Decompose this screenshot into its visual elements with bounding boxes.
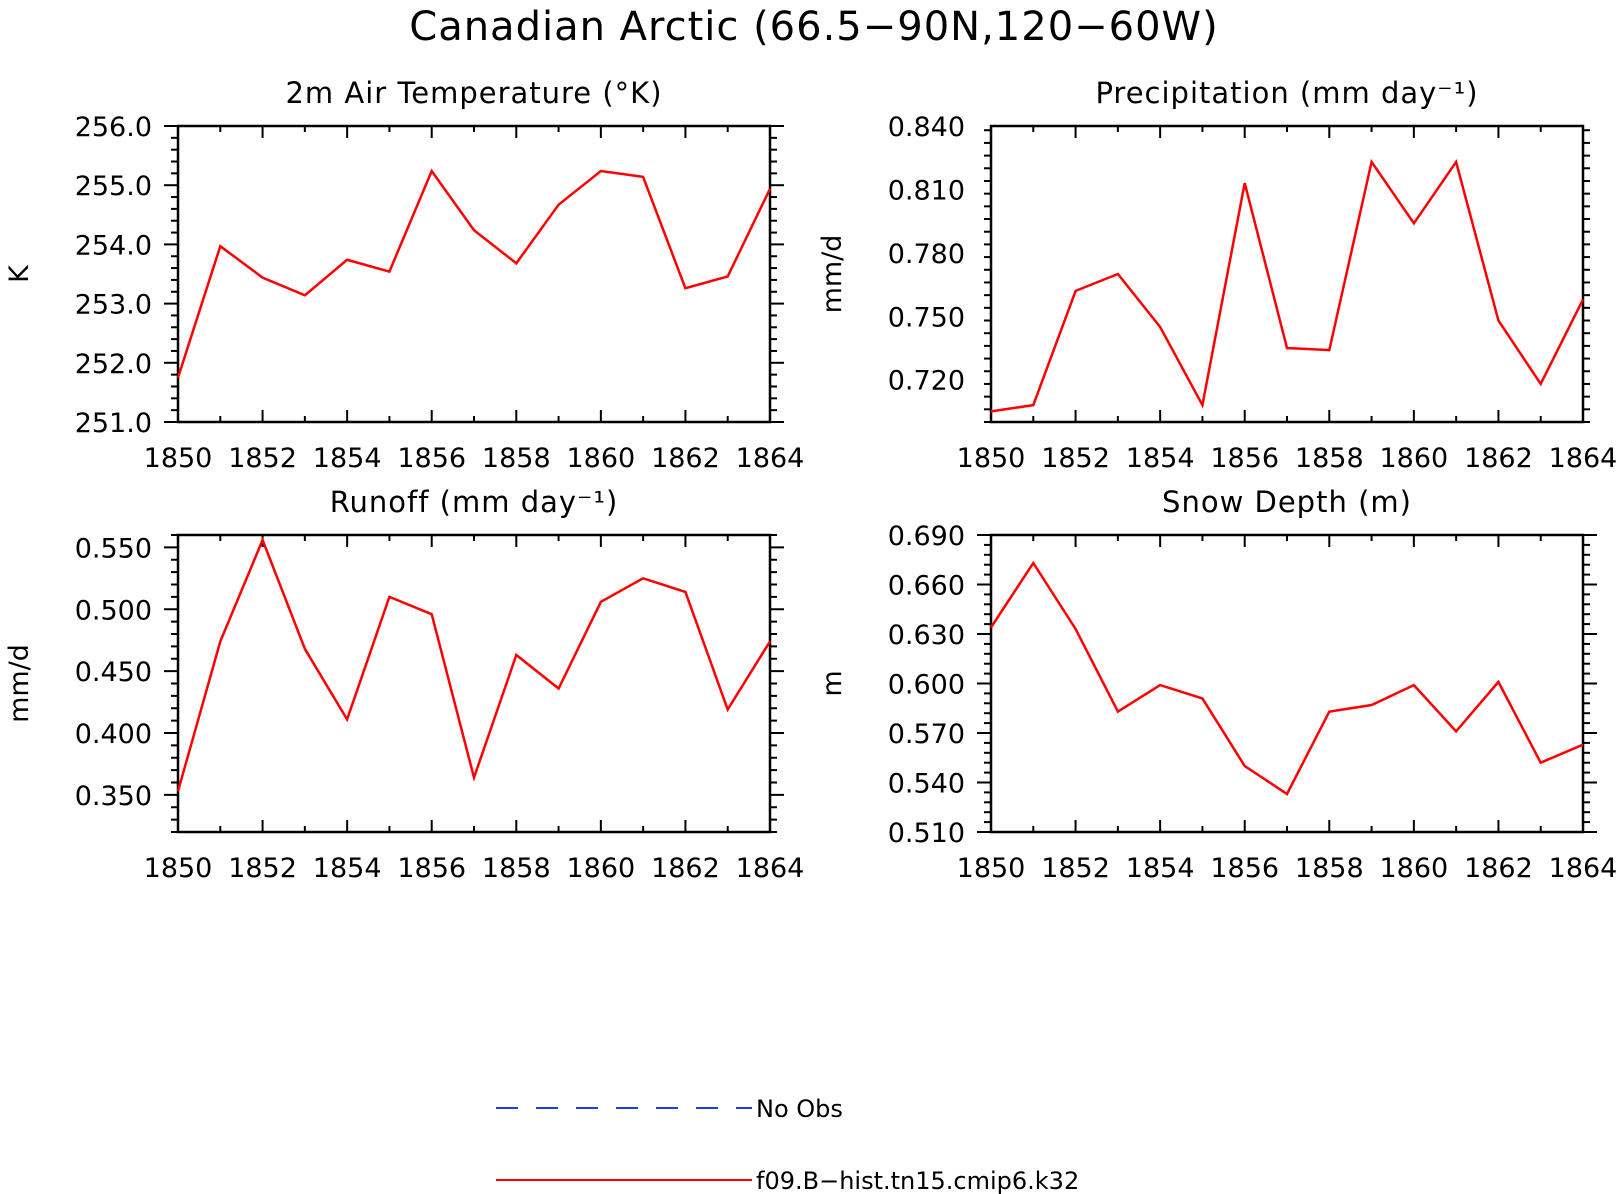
y-tick-label: 0.750 xyxy=(888,302,965,333)
x-tick-label: 1864 xyxy=(736,443,805,474)
x-tick-label: 1862 xyxy=(1464,853,1533,884)
series-line xyxy=(990,158,1585,413)
y-tick-label: 0.660 xyxy=(888,571,965,602)
x-tick-label: 1850 xyxy=(144,443,213,474)
y-tick-label: 0.840 xyxy=(888,112,965,143)
y-axis-label: K xyxy=(4,264,35,283)
x-tick-label: 1858 xyxy=(482,443,551,474)
legend-label: No Obs xyxy=(756,1095,843,1123)
plot-frame xyxy=(989,124,1585,424)
y-tick-label: 0.720 xyxy=(888,366,965,397)
y-axis-label: m xyxy=(817,670,848,696)
y-tick-label: 255.0 xyxy=(75,171,152,202)
x-tick-label: 1858 xyxy=(1295,853,1364,884)
x-tick-label: 1864 xyxy=(736,853,805,884)
y-tick-label: 252.0 xyxy=(75,349,152,380)
legend-item: f09.B−hist.tn15.cmip6.k32 xyxy=(496,1167,1079,1194)
panel-runoff: Runoff (mm day⁻¹) mm/d 1850 1852 1854 1856 185… xyxy=(4,485,804,884)
panel-title: 2m Air Temperature (°K) xyxy=(285,76,662,110)
y-tick-label: 0.600 xyxy=(888,670,965,701)
x-tick-label: 1864 xyxy=(1549,443,1618,474)
x-tick-label: 1856 xyxy=(397,443,466,474)
x-tick-label: 1850 xyxy=(957,443,1026,474)
y-tick-label: 0.350 xyxy=(75,781,152,812)
y-tick-label: 0.690 xyxy=(888,521,965,552)
panel-title: Precipitation (mm day⁻¹) xyxy=(1095,76,1478,110)
x-tick-label: 1858 xyxy=(482,853,551,884)
x-tick-label: 1854 xyxy=(313,853,382,884)
x-tick-label: 1854 xyxy=(1126,443,1195,474)
x-tick-label: 1856 xyxy=(1210,853,1279,884)
x-tick-label: 1862 xyxy=(1464,443,1533,474)
series-line xyxy=(989,560,1584,796)
panels: 2m Air Temperature (°K) K 1850 1852 1854 1856… xyxy=(4,76,1617,884)
x-tick-label: 1854 xyxy=(1126,853,1195,884)
x-tick-label: 1862 xyxy=(651,853,720,884)
x-tick-label: 1860 xyxy=(1379,443,1448,474)
panel-air-temp: 2m Air Temperature (°K) K 1850 1852 1854 1856… xyxy=(4,76,804,474)
plot-frame xyxy=(176,533,772,834)
y-tick-label: 0.550 xyxy=(75,533,152,564)
panel-precip: Precipitation (mm day⁻¹) mm/d 1850 1852 1854… xyxy=(817,76,1617,474)
panel-title: Snow Depth (m) xyxy=(1162,485,1412,519)
y-tick-label: 0.500 xyxy=(75,595,152,626)
series-line xyxy=(176,168,772,378)
x-tick-label: 1852 xyxy=(1041,853,1110,884)
plot-frame xyxy=(989,533,1585,834)
y-tick-label: 0.570 xyxy=(888,719,965,750)
x-tick-label: 1852 xyxy=(228,853,297,884)
x-tick-label: 1852 xyxy=(228,443,297,474)
x-tick-label: 1856 xyxy=(1210,443,1279,474)
x-tick-label: 1864 xyxy=(1549,853,1618,884)
x-tick-label: 1858 xyxy=(1295,443,1364,474)
y-tick-label: 0.540 xyxy=(888,769,965,800)
y-axis-label: mm/d xyxy=(4,644,35,723)
y-tick-label: 251.0 xyxy=(75,408,152,439)
x-tick-label: 1852 xyxy=(1041,443,1110,474)
x-tick-label: 1860 xyxy=(566,853,635,884)
x-tick-label: 1856 xyxy=(397,853,466,884)
legend: No Obs f09.B−hist.tn15.cmip6.k32 xyxy=(496,1095,1079,1194)
y-axis-label: mm/d xyxy=(817,235,848,314)
x-tick-label: 1850 xyxy=(144,853,213,884)
panel-snow-depth: Snow Depth (m) m 1850 1852 1854 1856 1858 1860 1… xyxy=(817,485,1617,884)
panel-title: Runoff (mm day⁻¹) xyxy=(330,485,619,519)
series-line xyxy=(176,536,772,792)
y-tick-label: 0.780 xyxy=(888,239,965,270)
y-tick-label: 0.630 xyxy=(888,620,965,651)
y-tick-label: 256.0 xyxy=(75,112,152,143)
figure-title: Canadian Arctic (66.5−90N,120−60W) xyxy=(409,4,1218,50)
legend-item: No Obs xyxy=(496,1095,843,1123)
x-tick-label: 1850 xyxy=(957,853,1026,884)
x-tick-label: 1860 xyxy=(566,443,635,474)
y-tick-label: 0.450 xyxy=(75,657,152,688)
y-tick-label: 0.810 xyxy=(888,175,965,206)
y-tick-label: 0.510 xyxy=(888,818,965,849)
y-tick-label: 253.0 xyxy=(75,290,152,321)
x-tick-label: 1860 xyxy=(1379,853,1448,884)
legend-label: f09.B−hist.tn15.cmip6.k32 xyxy=(756,1167,1079,1194)
y-tick-label: 254.0 xyxy=(75,230,152,261)
x-tick-label: 1854 xyxy=(313,443,382,474)
x-tick-label: 1862 xyxy=(651,443,720,474)
y-tick-label: 0.400 xyxy=(75,719,152,750)
